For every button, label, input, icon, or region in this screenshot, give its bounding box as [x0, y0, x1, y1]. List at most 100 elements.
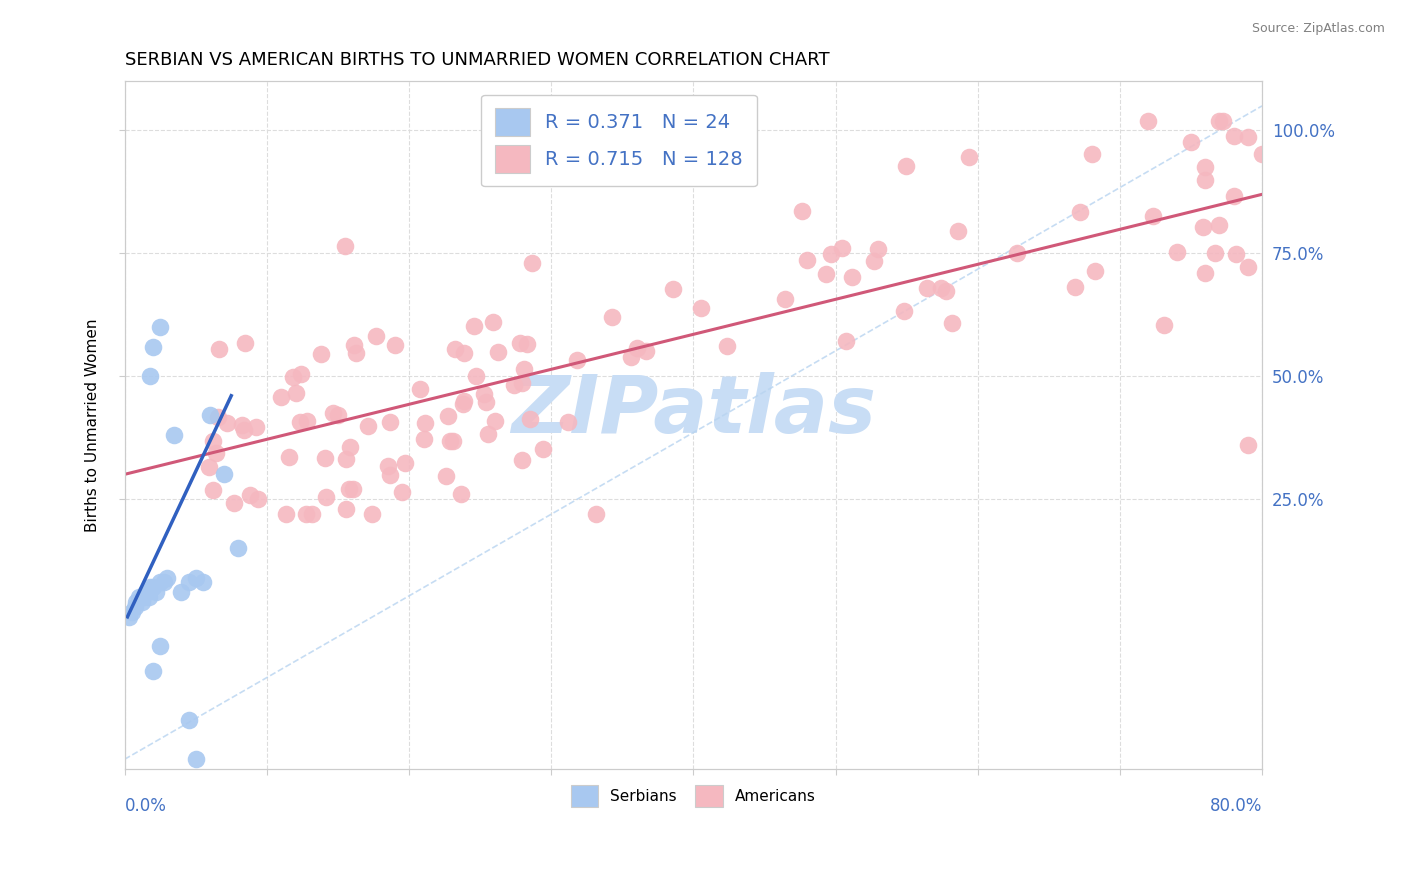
Point: [477, 427, 499, 442]
Point: [284, 386, 307, 401]
Point: [463, 318, 485, 333]
Point: [893, 304, 915, 318]
Point: [301, 507, 323, 521]
Point: [1137, 113, 1160, 128]
Point: [620, 350, 643, 364]
Point: [957, 150, 980, 164]
Point: [531, 442, 554, 456]
Point: [394, 456, 416, 470]
Legend: Serbians, Americans: Serbians, Americans: [565, 780, 823, 813]
Point: [1251, 146, 1274, 161]
Point: [464, 368, 486, 383]
Point: [1069, 205, 1091, 219]
Point: [484, 414, 506, 428]
Point: [335, 501, 357, 516]
Point: [437, 409, 460, 423]
Point: [222, 496, 245, 510]
Point: [915, 281, 938, 295]
Point: [205, 445, 228, 459]
Point: [482, 316, 505, 330]
Point: [441, 434, 464, 449]
Point: [281, 370, 304, 384]
Point: [436, 469, 458, 483]
Point: [1080, 147, 1102, 161]
Point: [792, 204, 814, 219]
Point: [474, 395, 496, 409]
Point: [337, 482, 360, 496]
Point: [384, 338, 406, 352]
Point: [197, 460, 219, 475]
Point: [626, 341, 648, 355]
Point: [156, 570, 179, 584]
Point: [228, 541, 250, 555]
Point: [1212, 113, 1234, 128]
Point: [135, 585, 157, 599]
Point: [1225, 247, 1247, 261]
Point: [453, 394, 475, 409]
Point: [132, 590, 155, 604]
Point: [773, 292, 796, 306]
Point: [232, 423, 254, 437]
Point: [863, 253, 886, 268]
Point: [486, 345, 509, 359]
Point: [894, 159, 917, 173]
Point: [378, 468, 401, 483]
Point: [314, 450, 336, 465]
Point: [128, 590, 150, 604]
Point: [198, 409, 221, 423]
Point: [1236, 438, 1258, 452]
Point: [516, 337, 538, 351]
Point: [142, 664, 165, 678]
Point: [439, 434, 461, 449]
Point: [1222, 188, 1244, 202]
Point: [1194, 266, 1216, 280]
Point: [1222, 129, 1244, 144]
Point: [1084, 264, 1107, 278]
Text: 80.0%: 80.0%: [1209, 797, 1263, 814]
Point: [177, 713, 200, 727]
Point: [145, 585, 167, 599]
Point: [474, 387, 496, 401]
Point: [866, 243, 889, 257]
Point: [208, 343, 231, 357]
Point: [835, 334, 858, 349]
Point: [1192, 219, 1215, 234]
Point: [600, 310, 623, 325]
Point: [121, 605, 143, 619]
Point: [202, 483, 225, 497]
Point: [335, 452, 357, 467]
Point: [364, 328, 387, 343]
Point: [139, 580, 162, 594]
Point: [184, 752, 207, 766]
Point: [662, 282, 685, 296]
Point: [309, 347, 332, 361]
Point: [1208, 218, 1230, 232]
Text: ZIPatlas: ZIPatlas: [510, 373, 876, 450]
Point: [716, 339, 738, 353]
Text: 0.0%: 0.0%: [125, 797, 166, 814]
Point: [935, 284, 957, 298]
Point: [1236, 260, 1258, 274]
Point: [333, 239, 356, 253]
Point: [413, 432, 436, 446]
Point: [288, 415, 311, 429]
Point: [1204, 246, 1226, 260]
Point: [207, 409, 229, 424]
Point: [125, 595, 148, 609]
Point: [820, 247, 842, 261]
Point: [215, 416, 238, 430]
Point: [513, 361, 536, 376]
Point: [233, 336, 256, 351]
Point: [444, 342, 467, 356]
Point: [138, 590, 160, 604]
Point: [245, 419, 267, 434]
Point: [453, 346, 475, 360]
Point: [690, 301, 713, 315]
Point: [247, 491, 270, 506]
Point: [142, 580, 165, 594]
Point: [149, 575, 172, 590]
Point: [941, 316, 963, 330]
Point: [814, 267, 837, 281]
Point: [131, 595, 153, 609]
Point: [357, 418, 380, 433]
